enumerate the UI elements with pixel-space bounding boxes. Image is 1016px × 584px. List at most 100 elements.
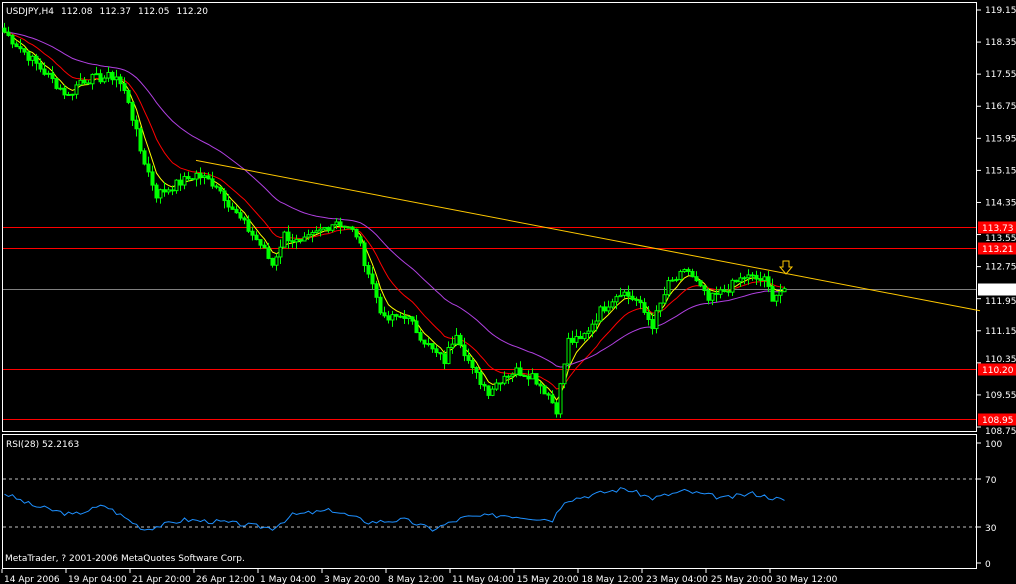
candle-bear xyxy=(50,72,55,80)
time-tick-label: 23 May 04:00 xyxy=(646,575,708,584)
candle-bull xyxy=(774,294,779,302)
candle-bear xyxy=(254,234,259,241)
candle-bull xyxy=(666,280,671,296)
candle-bull xyxy=(46,72,51,75)
trendline-group[interactable] xyxy=(195,159,981,312)
candle-bull xyxy=(282,231,287,248)
candle-bear xyxy=(750,274,755,277)
candle-bear xyxy=(82,79,87,84)
candle-bull xyxy=(782,288,787,293)
candle-bull xyxy=(762,276,767,281)
candle-bear xyxy=(146,163,151,173)
candle-bear xyxy=(382,312,387,317)
price-tick-label: 111.95 xyxy=(985,297,1016,307)
candle-bear xyxy=(442,353,447,365)
candle-bear xyxy=(6,31,11,36)
candle-bear xyxy=(2,27,7,33)
candle-bull xyxy=(294,238,299,243)
candle-bull xyxy=(306,234,311,238)
candle-bear xyxy=(226,200,231,208)
candle-bear xyxy=(206,175,211,180)
rsi-tick-label: 0 xyxy=(985,560,991,570)
candle-bear xyxy=(230,206,235,210)
candle-bear xyxy=(298,238,303,242)
candle-bear xyxy=(650,319,655,330)
candle-bull xyxy=(582,332,587,340)
candle-bull xyxy=(90,73,95,85)
price-tick-label: 118.35 xyxy=(985,38,1016,48)
price-level-badge xyxy=(978,242,1016,255)
candle-bear xyxy=(150,171,155,186)
candle-bull xyxy=(742,277,747,280)
price-tick-label: 113.55 xyxy=(985,234,1016,244)
candle-bull xyxy=(606,306,611,312)
candle-bull xyxy=(494,382,499,390)
price-level-label: 110.20 xyxy=(982,366,1014,376)
candle-bull xyxy=(562,363,567,385)
candle-bull xyxy=(610,301,615,308)
candle-bear xyxy=(350,226,355,230)
price-level-label: 108.95 xyxy=(982,416,1014,426)
copyright-text: MetaTrader, ? 2001-2006 MetaQuotes Softw… xyxy=(5,554,245,564)
candle-bear xyxy=(22,48,27,53)
candle-bear xyxy=(110,71,115,81)
candle-bear xyxy=(770,285,775,302)
candle-bear xyxy=(34,55,39,64)
candle-bear xyxy=(602,306,607,312)
candle-bear xyxy=(470,359,475,369)
candle-bear xyxy=(418,332,423,341)
time-tick-label: 25 May 20:00 xyxy=(711,575,773,584)
candle-bear xyxy=(766,276,771,287)
candle-bull xyxy=(674,278,679,281)
candle-bear xyxy=(126,89,131,103)
candle-bear xyxy=(354,228,359,238)
candle-bull xyxy=(114,76,119,81)
price-tick-label: 110.35 xyxy=(985,355,1016,365)
candle-bear xyxy=(646,311,651,321)
candle-bear xyxy=(538,383,543,387)
candle-bear xyxy=(338,221,343,227)
candle-bear xyxy=(550,394,555,404)
candle-bull xyxy=(66,93,71,96)
candle-bear xyxy=(190,178,195,181)
candle-bull xyxy=(166,189,171,193)
candle-bull xyxy=(174,179,179,192)
price-level-label: 113.73 xyxy=(982,224,1014,234)
price-level-badge xyxy=(978,283,1016,296)
candle-bull xyxy=(346,226,351,229)
candle-bear xyxy=(134,119,139,130)
candle-bear xyxy=(386,315,391,321)
candle-bear xyxy=(570,337,575,343)
candle-bull xyxy=(426,343,431,346)
candle-bull xyxy=(622,291,627,296)
candle-bear xyxy=(726,290,731,293)
rsi-tick-label: 30 xyxy=(985,524,997,534)
candle-bear xyxy=(86,82,91,85)
candle-bull xyxy=(510,373,515,377)
candle-bear xyxy=(14,43,19,48)
candle-bear xyxy=(170,189,175,192)
candle-bull xyxy=(682,269,687,273)
candle-bull xyxy=(322,226,327,230)
time-tick-label: 19 Apr 04:00 xyxy=(68,575,127,584)
candle-bear xyxy=(466,355,471,361)
candle-bear xyxy=(270,257,275,266)
candle-bull xyxy=(738,277,743,283)
candle-bear xyxy=(462,344,467,357)
candle-bear xyxy=(714,292,719,295)
candle-bear xyxy=(478,371,483,385)
candle-bull xyxy=(450,343,455,349)
candle-bear xyxy=(438,352,443,355)
candle-bear xyxy=(722,289,727,292)
time-tick-label: 18 May 12:00 xyxy=(581,575,643,584)
candle-bear xyxy=(366,265,371,275)
candle-bear xyxy=(98,73,103,83)
candle-bull xyxy=(590,323,595,332)
candle-bear xyxy=(262,244,267,249)
candle-bear xyxy=(214,185,219,188)
candle-bull xyxy=(574,335,579,343)
candle-bear xyxy=(130,101,135,121)
candle-bull xyxy=(678,271,683,280)
candle-bear xyxy=(394,314,399,317)
